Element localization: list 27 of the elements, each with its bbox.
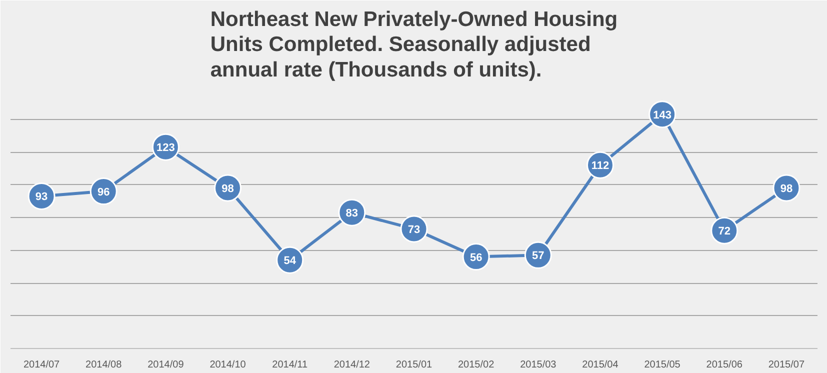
x-tick-label: 2015/01 <box>396 360 433 370</box>
x-tick-label: 2014/12 <box>334 360 370 370</box>
chart-title: Northeast New Privately-Owned Housing Units Completed. Seasonally adjusted annual rate (Thousands of units). <box>210 8 618 82</box>
data-label: 98 <box>222 183 234 196</box>
x-tick-label: 2014/08 <box>86 360 122 370</box>
data-label: 54 <box>284 255 297 268</box>
x-tick-label: 2014/07 <box>23 360 60 370</box>
x-tick-label: 2015/07 <box>768 360 805 370</box>
x-tick-label: 2014/11 <box>272 360 308 370</box>
x-tick-label: 2015/03 <box>520 360 557 370</box>
x-tick-label: 2015/05 <box>644 360 681 370</box>
x-tick-label: 2015/02 <box>458 360 495 370</box>
x-tick-label: 2015/04 <box>582 360 619 370</box>
data-label: 56 <box>470 252 482 264</box>
data-label: 123 <box>156 142 175 154</box>
data-label: 57 <box>532 250 544 262</box>
data-label: 93 <box>35 191 48 204</box>
x-tick-label: 2014/09 <box>148 360 184 370</box>
data-label: 73 <box>408 224 420 236</box>
data-label: 96 <box>98 186 110 198</box>
data-label: 83 <box>346 208 358 220</box>
data-label: 98 <box>780 183 793 196</box>
data-label: 72 <box>718 226 731 238</box>
x-tick-label: 2014/10 <box>210 360 246 370</box>
x-tick-label: 2015/06 <box>706 360 743 370</box>
data-label: 112 <box>591 160 610 172</box>
data-label: 143 <box>653 109 672 122</box>
